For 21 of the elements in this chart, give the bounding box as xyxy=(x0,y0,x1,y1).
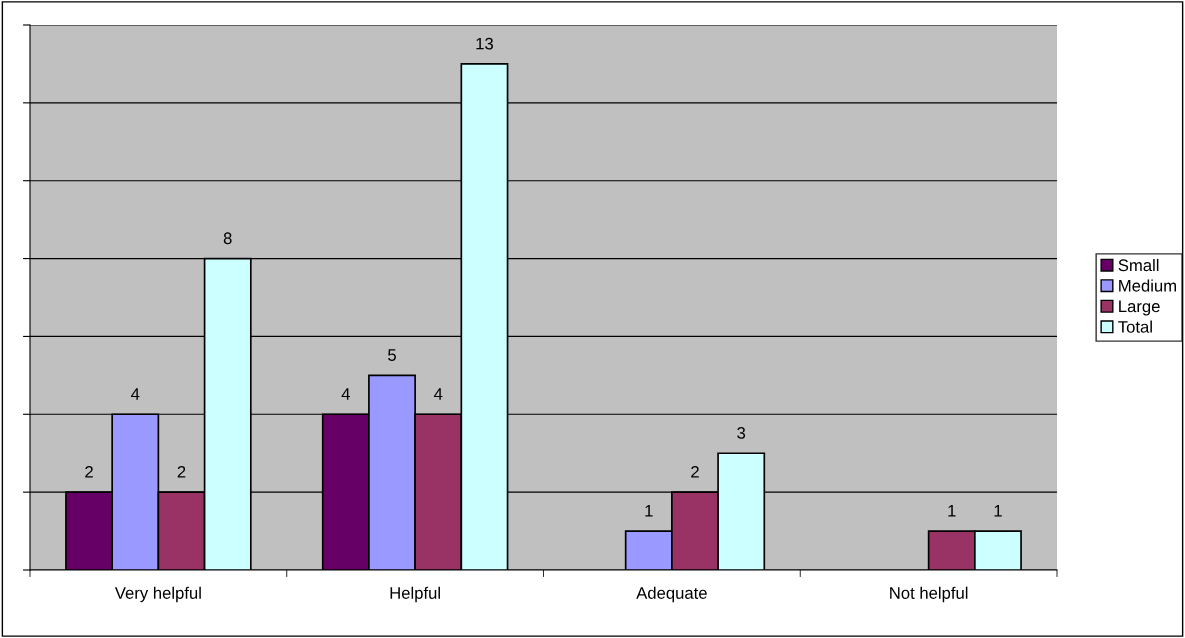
data-label: 2 xyxy=(691,465,699,478)
x-tick-label: Adequate xyxy=(636,586,707,603)
data-label: 13 xyxy=(476,37,493,50)
data-label: 4 xyxy=(131,388,140,400)
x-tick-label: Not helpful xyxy=(890,586,968,603)
legend-label: Large xyxy=(1119,300,1160,316)
data-label: 1 xyxy=(994,505,1002,517)
legend-label: Small xyxy=(1118,258,1159,272)
data-label: 5 xyxy=(388,349,396,361)
data-label: 3 xyxy=(737,427,746,439)
data-label: 1 xyxy=(645,505,653,517)
x-tick-label: Helpful xyxy=(390,586,440,603)
data-label: 1 xyxy=(948,505,956,517)
x-tick-label: Very helpful xyxy=(114,586,201,603)
legend-label: Medium xyxy=(1119,279,1176,292)
data-label: 2 xyxy=(85,465,93,478)
data-label: 4 xyxy=(341,388,350,400)
data-label: 2 xyxy=(177,465,186,478)
data-label: 8 xyxy=(223,232,232,245)
data-label: 4 xyxy=(433,388,443,400)
legend-label: Total xyxy=(1118,320,1152,333)
